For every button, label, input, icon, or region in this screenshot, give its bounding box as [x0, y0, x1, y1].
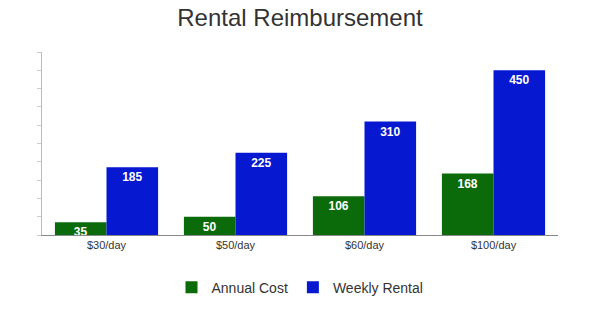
svg-text:310: 310 [380, 125, 400, 139]
svg-text:50: 50 [203, 220, 217, 234]
svg-text:$60/day: $60/day [345, 239, 385, 251]
svg-text:Weekly Rental: Weekly Rental [333, 280, 423, 296]
svg-text:225: 225 [251, 156, 271, 170]
svg-text:$30/day: $30/day [87, 239, 127, 251]
svg-text:185: 185 [122, 170, 142, 184]
svg-text:35: 35 [74, 225, 88, 239]
svg-text:Annual Cost: Annual Cost [212, 280, 288, 296]
svg-text:Rental Reimbursement: Rental Reimbursement [177, 4, 423, 31]
svg-text:$50/day: $50/day [216, 239, 256, 251]
svg-text:450: 450 [509, 73, 529, 87]
svg-text:168: 168 [458, 177, 478, 191]
svg-text:106: 106 [329, 199, 349, 213]
svg-text:$100/day: $100/day [471, 239, 517, 251]
